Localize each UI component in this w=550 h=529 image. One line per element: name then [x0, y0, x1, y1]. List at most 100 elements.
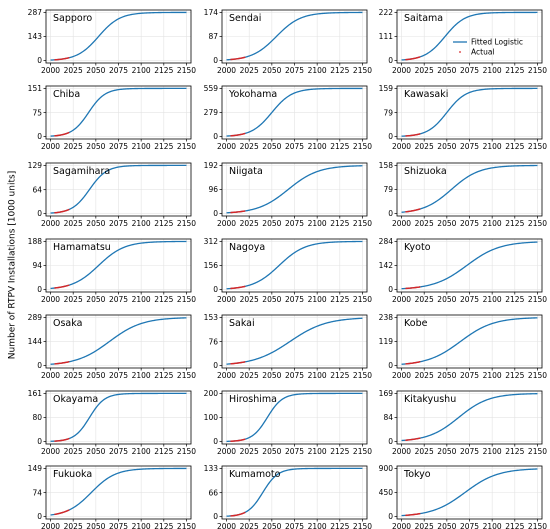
x-tick-label: 2100	[308, 447, 327, 456]
x-tick-label: 2150	[353, 66, 372, 75]
x-tick-label: 2025	[64, 522, 83, 529]
x-tick-label: 2100	[132, 219, 151, 228]
x-tick-label: 2050	[262, 447, 281, 456]
y-tick-label: 161	[28, 389, 43, 398]
x-tick-label: 2150	[177, 66, 196, 75]
panel-sapporo: 2000 2025 2050 2075 2100 2125 2150 0 143 287 Sappo…	[28, 8, 197, 75]
y-tick-label: 0	[388, 285, 393, 294]
actual-point	[67, 361, 70, 363]
actual-point	[67, 437, 70, 440]
x-tick-label: 2125	[330, 66, 349, 75]
legend-label-fitted: Fitted Logistic	[471, 38, 523, 47]
panel-title: Nagoya	[229, 242, 265, 253]
y-tick-label: 0	[37, 56, 42, 65]
x-tick-label: 2075	[460, 142, 479, 151]
series-fitted-logistic	[226, 392, 363, 443]
x-tick-label: 2075	[109, 371, 128, 380]
x-tick-label: 2150	[353, 447, 372, 456]
series-fitted-logistic	[401, 164, 538, 213]
x-tick-label: 2125	[154, 522, 173, 529]
y-tick-label: 151	[28, 84, 43, 93]
x-tick-label: 2100	[132, 295, 151, 304]
panel-title: Kyoto	[404, 242, 431, 253]
x-tick-label: 2100	[483, 447, 502, 456]
panel-sakai: 2000 2025 2050 2075 2100 2125 2150 0 76 153 Sakai	[204, 313, 373, 380]
x-tick-label: 2050	[86, 66, 105, 75]
x-tick-label: 2075	[460, 371, 479, 380]
x-tick-label: 2075	[460, 219, 479, 228]
x-tick-label: 2000	[217, 522, 236, 529]
x-tick-label: 2125	[154, 219, 173, 228]
y-tick-label: 0	[388, 209, 393, 218]
x-tick-label: 2100	[132, 371, 151, 380]
x-tick-label: 2150	[177, 219, 196, 228]
x-tick-label: 2075	[460, 295, 479, 304]
y-tick-label: 0	[388, 56, 393, 65]
series-fitted-logistic	[226, 240, 363, 290]
x-tick-label: 2150	[353, 371, 372, 380]
x-tick-label: 2050	[86, 295, 105, 304]
x-tick-label: 2125	[154, 142, 173, 151]
series-fitted-logistic	[401, 241, 538, 290]
x-tick-label: 2100	[483, 295, 502, 304]
actual-point	[243, 56, 246, 59]
x-tick-label: 2125	[330, 219, 349, 228]
y-tick-label: 119	[379, 337, 394, 346]
y-tick-label: 188	[28, 237, 43, 246]
actual-point	[243, 210, 246, 212]
x-tick-label: 2125	[330, 295, 349, 304]
x-tick-label: 2075	[285, 447, 304, 456]
x-tick-label: 2125	[505, 66, 524, 75]
x-tick-label: 2050	[437, 371, 456, 380]
x-tick-label: 2000	[392, 447, 411, 456]
x-tick-label: 2050	[86, 371, 105, 380]
x-tick-label: 2125	[505, 522, 524, 529]
x-tick-label: 2000	[392, 219, 411, 228]
actual-point	[243, 438, 246, 441]
x-tick-label: 2000	[217, 219, 236, 228]
x-tick-label: 2050	[262, 371, 281, 380]
panel-title: Sendai	[229, 13, 261, 24]
y-tick-label: 0	[388, 437, 393, 446]
actual-point	[67, 509, 70, 511]
y-tick-label: 79	[383, 108, 393, 117]
x-tick-label: 2075	[109, 447, 128, 456]
x-tick-label: 2025	[64, 371, 83, 380]
x-tick-label: 2050	[86, 219, 105, 228]
actual-point	[67, 131, 70, 134]
actual-point	[243, 511, 246, 514]
x-tick-label: 2125	[330, 522, 349, 529]
x-tick-label: 2150	[353, 522, 372, 529]
y-tick-label: 159	[379, 84, 394, 93]
x-tick-label: 2100	[308, 66, 327, 75]
panel-title: Saitama	[404, 13, 443, 24]
series-fitted-logistic	[226, 317, 363, 365]
y-tick-label: 200	[204, 389, 219, 398]
actual-point	[418, 56, 421, 58]
x-tick-label: 2000	[41, 142, 60, 151]
x-tick-label: 2100	[132, 522, 151, 529]
panel-sendai: 2000 2025 2050 2075 2100 2125 2150 0 87 174 Sendai	[204, 8, 373, 75]
panel-kitakyushu: 2000 2025 2050 2075 2100 2125 2150 0 84 169 Kitaky…	[379, 389, 548, 456]
y-tick-label: 156	[204, 261, 219, 270]
x-tick-label: 2150	[353, 219, 372, 228]
legend-label-actual: Actual	[471, 48, 495, 57]
x-tick-label: 2125	[330, 371, 349, 380]
panel-title: Niigata	[229, 166, 263, 177]
panel-title: Hamamatsu	[53, 242, 111, 253]
panel-nagoya: 2000 2025 2050 2075 2100 2125 2150 0 156 312 Nagoy…	[204, 237, 373, 304]
y-tick-label: 0	[213, 209, 218, 218]
x-tick-label: 2100	[308, 295, 327, 304]
y-tick-label: 84	[383, 413, 393, 422]
panel-hiroshima: 2000 2025 2050 2075 2100 2125 2150 0 100 200 Hiros…	[204, 389, 373, 456]
x-tick-label: 2025	[415, 371, 434, 380]
series-fitted-logistic	[226, 11, 363, 61]
panel-niigata: 2000 2025 2050 2075 2100 2125 2150 0 96 192 Niigat…	[204, 161, 373, 228]
panel-osaka: 2000 2025 2050 2075 2100 2125 2150 0 144 289 Osaka	[28, 313, 197, 380]
x-tick-label: 2000	[392, 142, 411, 151]
y-tick-label: 169	[379, 389, 394, 398]
x-tick-label: 2150	[528, 371, 547, 380]
x-tick-label: 2000	[41, 447, 60, 456]
x-tick-label: 2100	[483, 219, 502, 228]
x-tick-label: 2150	[353, 142, 372, 151]
